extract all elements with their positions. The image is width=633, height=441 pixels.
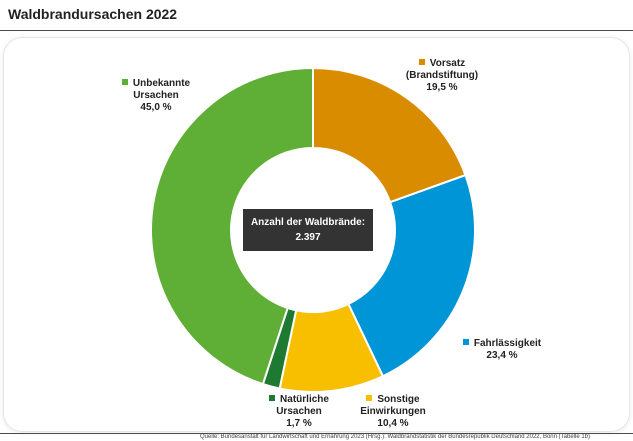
- total-fires-value: 2.397: [295, 232, 321, 243]
- donut-slice-1: [347, 173, 476, 378]
- donut-slice-4: [150, 66, 314, 386]
- bottom-divider: [0, 433, 633, 434]
- top-divider: [0, 30, 633, 31]
- slice-label-sonstige: Sonstige Einwirkungen 10,4 %: [360, 394, 426, 429]
- chart-title: Waldbrandursachen 2022: [8, 6, 178, 22]
- slice-label-natuerliche: Natürliche Ursachen 1,7 %: [260, 394, 338, 430]
- slice-label-vorsatz: Vorsatz (Brandstiftung) 19,5 %: [405, 58, 479, 93]
- total-fires-box: Anzahl der Waldbrände: 2.397: [243, 209, 373, 251]
- legend-swatch-unbekannte: [121, 79, 128, 85]
- source-note: Quelle: Bundesanstalt für Landwirtschaft…: [200, 434, 591, 440]
- legend-swatch-natuerliche: [269, 395, 276, 401]
- legend-swatch-fahrlaessigkeit: [462, 339, 469, 345]
- legend-swatch-vorsatz: [418, 59, 425, 65]
- donut-slice-0: [312, 66, 467, 204]
- total-fires-label: Anzahl der Waldbrände:: [250, 217, 366, 228]
- slice-label-fahrlaessigkeit: Fahrlässigkeit 23,4 %: [452, 338, 552, 362]
- legend-swatch-sonstige: [366, 395, 373, 401]
- slice-label-unbekannte: Unbekannte Ursachen 45,0 %: [108, 78, 204, 114]
